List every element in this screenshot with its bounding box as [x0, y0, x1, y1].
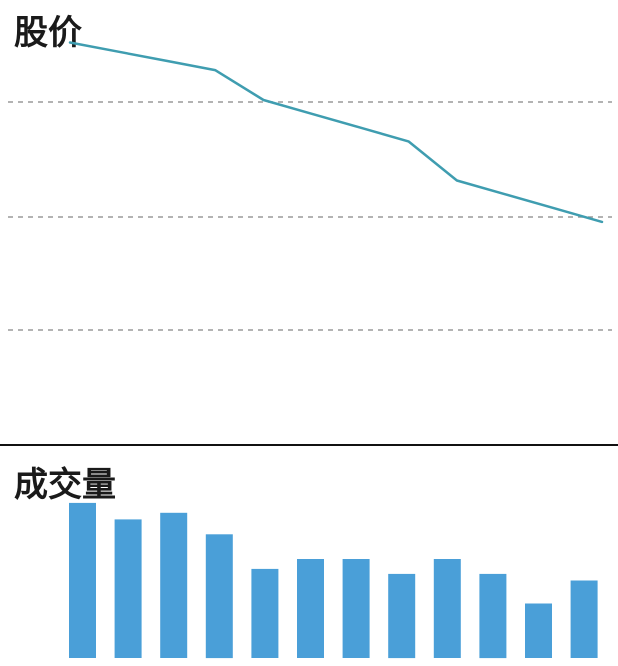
price-point [215, 70, 216, 71]
price-point [602, 221, 603, 222]
volume-bar [251, 568, 279, 658]
price-panel: 股价 [8, 13, 612, 331]
price-point [263, 100, 264, 101]
price-point [360, 127, 361, 128]
price-point [505, 194, 506, 195]
volume-bar [525, 603, 552, 658]
volume-bar [205, 534, 233, 659]
volume-bar [69, 502, 96, 658]
price-panel-title: 股价 [14, 13, 82, 53]
volume-bar [388, 573, 416, 659]
volume-bar [114, 519, 142, 658]
price-point [553, 208, 554, 209]
price-point [70, 42, 71, 43]
volume-bar [479, 573, 507, 659]
volume-bar [433, 559, 461, 658]
volume-bars [69, 502, 598, 659]
price-point [456, 180, 457, 181]
volume-bar [297, 559, 324, 658]
price-line [68, 41, 604, 224]
volume-bar [570, 580, 598, 658]
volume-bar [342, 559, 370, 658]
volume-bar [160, 512, 188, 658]
volume-panel: 成交量 [14, 465, 598, 659]
price-point [166, 60, 167, 61]
price-series [68, 41, 604, 224]
volume-panel-title: 成交量 [14, 465, 116, 505]
price-point [311, 113, 312, 114]
price-point [118, 51, 119, 52]
price-point [408, 141, 409, 142]
